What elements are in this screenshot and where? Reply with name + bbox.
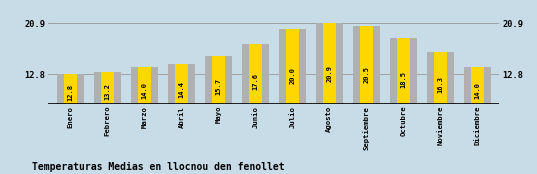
Text: 14.0: 14.0	[141, 82, 148, 98]
Bar	[138, 67, 151, 104]
Text: 14.4: 14.4	[178, 81, 184, 98]
Bar	[242, 44, 268, 104]
Bar	[286, 29, 299, 104]
Text: 20.0: 20.0	[289, 67, 295, 84]
Bar	[249, 44, 262, 104]
Bar	[212, 56, 225, 104]
Text: 13.2: 13.2	[105, 84, 111, 100]
Bar	[353, 26, 380, 104]
Bar	[279, 29, 306, 104]
Text: 14.0: 14.0	[474, 82, 480, 98]
Bar	[131, 67, 158, 104]
Bar	[470, 67, 484, 104]
Text: 20.5: 20.5	[364, 66, 369, 83]
Bar	[316, 23, 343, 104]
Bar	[64, 74, 77, 104]
Bar	[390, 38, 417, 104]
Bar	[94, 72, 121, 104]
Text: 18.5: 18.5	[400, 71, 407, 88]
Text: 12.8: 12.8	[68, 84, 74, 101]
Text: 16.3: 16.3	[437, 76, 443, 93]
Text: 17.6: 17.6	[252, 73, 258, 90]
Bar	[101, 72, 114, 104]
Bar	[397, 38, 410, 104]
Bar	[360, 26, 373, 104]
Text: 15.7: 15.7	[215, 77, 221, 94]
Bar	[427, 52, 454, 104]
Bar	[205, 56, 232, 104]
Bar	[168, 64, 195, 104]
Bar	[323, 23, 336, 104]
Bar	[464, 67, 490, 104]
Bar	[57, 74, 84, 104]
Text: Temperaturas Medias en llocnou den fenollet: Temperaturas Medias en llocnou den fenol…	[32, 162, 285, 172]
Bar	[433, 52, 447, 104]
Text: 20.9: 20.9	[326, 65, 332, 82]
Bar	[175, 64, 188, 104]
